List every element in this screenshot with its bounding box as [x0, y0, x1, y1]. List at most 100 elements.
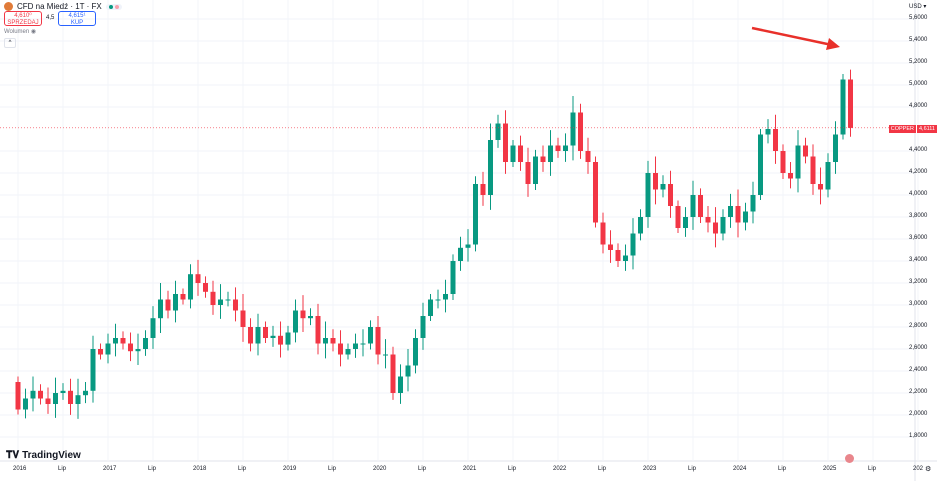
time-tick: 2018 — [193, 466, 207, 472]
candle-body — [150, 318, 156, 338]
candle-body — [435, 299, 441, 301]
symbol-title: CFD na Miedź · 1T · FX — [17, 2, 102, 11]
time-tick: Lip — [868, 466, 877, 472]
candle-body — [128, 343, 133, 352]
price-tick: 2,2000 — [909, 389, 928, 395]
candle-body — [38, 390, 43, 399]
settings-icon[interactable]: ⚙ — [925, 466, 932, 473]
candle-body — [240, 310, 246, 327]
candle-body — [188, 274, 193, 300]
candle-body — [630, 233, 636, 256]
candle-body — [465, 244, 471, 248]
time-tick: Lip — [508, 466, 517, 472]
candle-body — [83, 390, 88, 396]
candle-body — [585, 151, 591, 162]
candle-body — [68, 390, 73, 404]
price-tick: 5,0000 — [909, 81, 928, 87]
candle-body — [203, 283, 208, 292]
candle-body — [645, 173, 651, 217]
time-tick: 2022 — [553, 466, 567, 472]
us-flag-icon[interactable] — [845, 454, 854, 463]
time-tick: Lip — [688, 466, 697, 472]
candle-body — [195, 274, 201, 283]
candle-body — [668, 184, 673, 206]
time-tick: Lip — [238, 466, 247, 472]
volume-indicator[interactable]: Wolumen ◉ — [4, 29, 37, 35]
candle-body — [750, 195, 756, 212]
last-price-badge: COPPER 4,6111 — [888, 125, 937, 133]
sell-button[interactable]: 4,610⁰ SPRZEDAJ — [4, 11, 42, 26]
candle-body — [398, 376, 403, 393]
time-tick: Lip — [58, 466, 67, 472]
candle-body — [623, 255, 628, 261]
price-tick: 5,2000 — [909, 59, 928, 65]
candle-body — [285, 332, 291, 345]
time-tick: Lip — [778, 466, 787, 472]
candle-body — [143, 338, 148, 349]
candle-body — [683, 217, 688, 228]
candle-body — [615, 250, 621, 261]
candle-body — [600, 222, 606, 245]
candle-body — [413, 338, 418, 366]
candle-body — [210, 291, 216, 305]
candle-body — [315, 316, 321, 344]
candle-body — [308, 316, 313, 319]
tradingview-logo: 𝐓𝐕 TradingView — [6, 450, 81, 461]
candle-body — [75, 395, 81, 404]
candle-body — [795, 145, 801, 179]
candle-body — [473, 184, 478, 245]
candle-body — [548, 145, 553, 162]
candle-body — [758, 134, 763, 195]
candle-body — [735, 206, 741, 223]
candle-body — [593, 162, 598, 223]
time-tick: Lip — [418, 466, 427, 472]
candle-body — [840, 79, 846, 135]
candle-body — [525, 162, 531, 184]
time-tick: 2016 — [13, 466, 27, 472]
candle-body — [135, 349, 141, 352]
candle-body — [270, 335, 276, 338]
price-tick: 4,2000 — [909, 169, 928, 175]
price-tick: 5,4000 — [909, 37, 928, 43]
price-tick: 2,6000 — [909, 345, 928, 351]
collapse-button[interactable]: ^ — [4, 38, 16, 48]
price-tick: 4,4000 — [909, 147, 928, 153]
candle-body — [653, 173, 658, 190]
candle-body — [698, 195, 703, 217]
price-tick: 2,4000 — [909, 367, 928, 373]
candle-body — [510, 145, 516, 162]
annotation-arrow — [751, 26, 833, 47]
candle-body — [488, 140, 493, 195]
candle-body — [818, 184, 823, 190]
eye-icon: ◉ — [30, 29, 37, 35]
currency-selector[interactable]: USD ▾ — [909, 4, 927, 10]
time-tick: 2024 — [733, 466, 747, 472]
candle-body — [563, 145, 568, 151]
time-tick: 2017 — [103, 466, 117, 472]
candle-body — [458, 247, 463, 261]
candle-body — [848, 79, 853, 128]
candle-body — [45, 398, 51, 404]
candle-body — [833, 134, 838, 162]
candle-body — [720, 217, 726, 234]
candle-body — [323, 338, 328, 344]
symbol-header: CFD na Miedź · 1T · FX — [4, 2, 122, 11]
candle-body — [765, 129, 771, 135]
candle-body — [180, 294, 186, 300]
time-tick: 2023 — [643, 466, 657, 472]
candle-body — [218, 299, 223, 305]
buy-button[interactable]: 4,615¹ KUP — [58, 11, 96, 26]
candle-body — [608, 244, 613, 250]
candle-body — [390, 354, 396, 393]
candle-body — [533, 156, 538, 184]
candle-body — [420, 316, 426, 338]
price-tick: 4,0000 — [909, 191, 928, 197]
candle-body — [105, 343, 111, 355]
candle-body — [503, 123, 508, 162]
candle-body — [773, 129, 778, 151]
candle-body — [338, 343, 343, 355]
candle-body — [53, 393, 58, 404]
time-tick: 202 — [913, 466, 924, 472]
candle-body — [713, 222, 718, 234]
